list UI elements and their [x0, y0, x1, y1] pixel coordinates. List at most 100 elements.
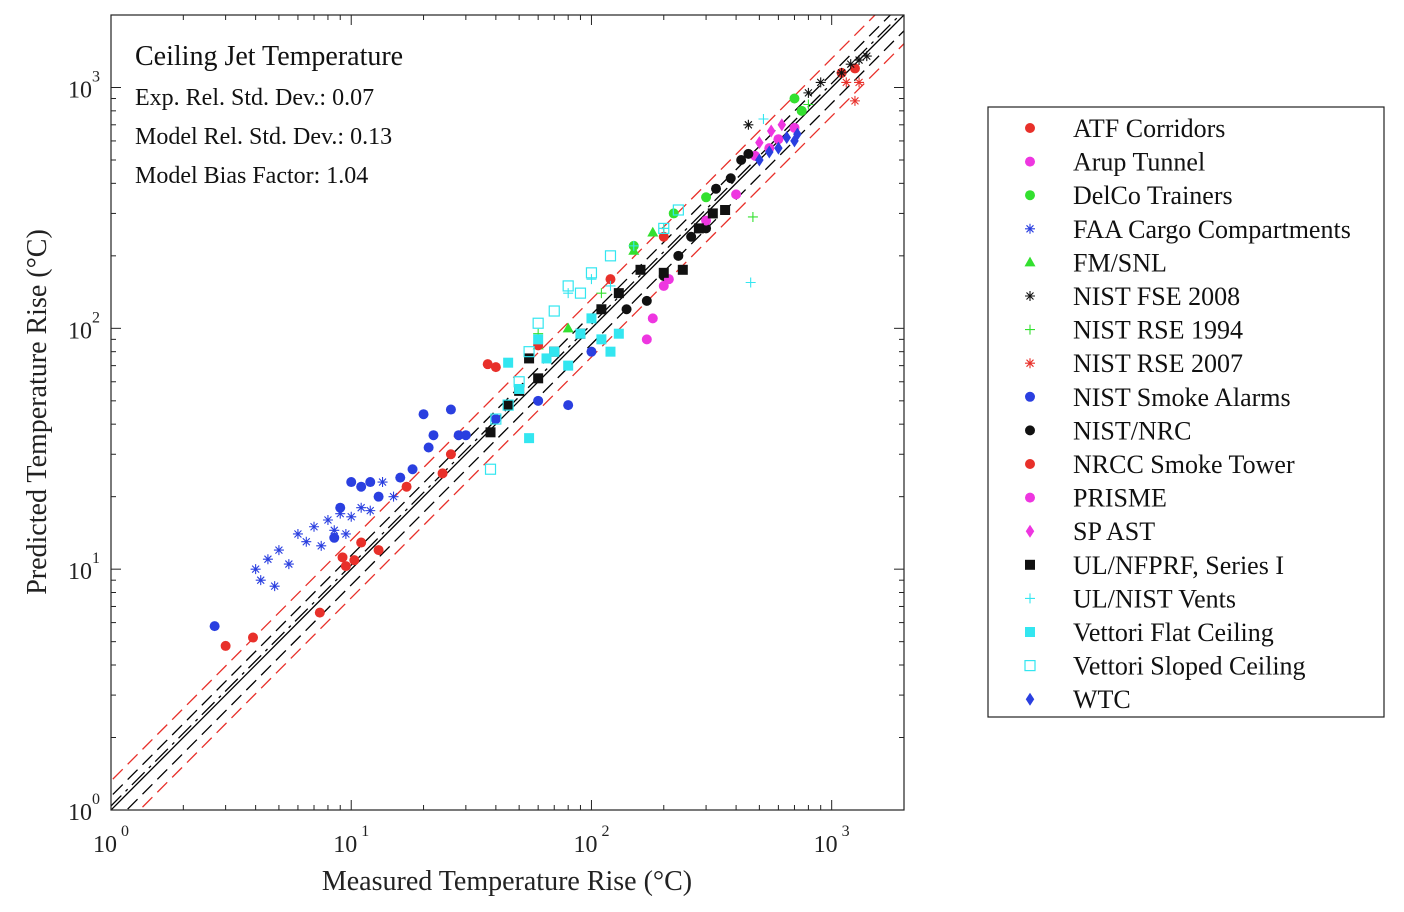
legend-item: UL/NFPRF, Series I — [1025, 551, 1284, 580]
legend-box — [987, 106, 1385, 718]
x-tick-label: 10 — [333, 832, 357, 858]
data-point — [745, 277, 756, 288]
data-point — [220, 640, 231, 651]
data-point — [605, 274, 616, 285]
data-point — [407, 464, 418, 475]
data-point — [773, 134, 784, 145]
data-point — [373, 545, 384, 556]
legend-label: Vettori Sloped Ceiling — [1073, 652, 1306, 681]
legend-label: SP AST — [1073, 517, 1155, 546]
data-point — [563, 360, 574, 371]
data-point — [647, 226, 659, 237]
y-tick-exponent: 3 — [92, 68, 100, 85]
data-point — [743, 119, 754, 130]
x-tick-exponent: 1 — [361, 823, 369, 840]
data-point — [720, 204, 731, 215]
data-point — [485, 427, 496, 438]
data-point — [209, 621, 220, 632]
data-point — [273, 545, 284, 556]
data-point — [743, 148, 754, 159]
legend-item: Vettori Sloped Ceiling — [1024, 652, 1306, 681]
legend-marker — [1025, 123, 1035, 133]
y-tick-exponent: 1 — [92, 550, 100, 567]
legend-label: FM/SNL — [1073, 248, 1167, 277]
data-point — [574, 287, 587, 299]
legend-label: NRCC Smoke Tower — [1073, 450, 1295, 479]
data-point — [596, 288, 607, 299]
data-point — [329, 532, 340, 543]
data-point — [356, 481, 367, 492]
data-point — [605, 280, 616, 291]
data-point — [731, 189, 742, 200]
legend-item: Vettori Flat Ceiling — [1025, 618, 1274, 647]
data-point — [503, 400, 514, 411]
data-point — [621, 304, 632, 315]
annotation-bias: Model Bias Factor: 1.04 — [135, 163, 368, 189]
legend: ATF Corridors Arup Tunnel DelCo Trainers FA… — [987, 106, 1385, 718]
data-point — [377, 477, 388, 488]
series-5 — [743, 51, 872, 130]
series-16 — [484, 204, 684, 475]
y-axis-label: Predicted Temperature Rise (°C) — [22, 229, 53, 595]
data-point — [613, 328, 624, 339]
data-point — [747, 211, 758, 222]
data-point — [365, 477, 376, 488]
data-point — [793, 127, 802, 141]
legend-item: NIST RSE 2007 — [1025, 349, 1243, 378]
data-point — [524, 353, 535, 364]
data-point — [861, 51, 872, 62]
data-point — [815, 77, 826, 88]
data-point — [503, 357, 514, 368]
data-point — [736, 154, 747, 165]
data-point — [647, 313, 658, 324]
data-point — [803, 87, 814, 98]
data-point — [346, 511, 357, 522]
data-point — [423, 442, 434, 453]
data-point — [533, 373, 544, 384]
data-point — [460, 430, 471, 441]
data-point — [335, 502, 346, 513]
data-point — [605, 346, 616, 357]
data-point — [533, 334, 544, 345]
legend-item: DelCo Trainers — [1025, 181, 1233, 210]
data-point — [641, 295, 652, 306]
x-axis-label: Measured Temperature Rise (°C) — [322, 866, 692, 897]
legend-item: NIST FSE 2008 — [1025, 282, 1240, 311]
data-points — [209, 51, 872, 651]
data-point — [301, 536, 312, 547]
annotation-exp-std: Exp. Rel. Std. Dev.: 0.07 — [135, 85, 374, 111]
data-point — [247, 632, 258, 643]
data-point — [658, 223, 669, 234]
data-point — [755, 153, 764, 167]
legend-marker — [1025, 358, 1035, 369]
data-point — [673, 250, 684, 261]
legend-item: SP AST — [1025, 517, 1155, 546]
x-tick-label: 10 — [93, 832, 117, 858]
data-point — [340, 561, 351, 572]
legend-label: Arup Tunnel — [1073, 148, 1205, 177]
series-17 — [755, 127, 802, 167]
data-point — [322, 515, 333, 526]
plot-frame — [110, 14, 905, 811]
legend-marker — [1025, 593, 1035, 604]
data-point — [586, 274, 597, 285]
legend-label: PRISME — [1073, 484, 1167, 513]
legend-marker — [1025, 391, 1035, 402]
data-point — [774, 141, 783, 155]
data-point — [628, 240, 639, 251]
data-point — [482, 359, 493, 370]
legend-marker — [1025, 559, 1035, 570]
data-point — [395, 472, 406, 483]
data-point — [658, 267, 669, 278]
data-point — [758, 113, 769, 124]
data-point — [437, 468, 448, 479]
data-point — [841, 77, 852, 88]
data-point — [428, 430, 439, 441]
legend-item: FM/SNL — [1024, 248, 1167, 277]
data-point — [854, 77, 865, 88]
y-tick-label: 10 — [68, 77, 92, 103]
data-point — [445, 449, 456, 460]
data-point — [346, 477, 357, 488]
data-point — [388, 491, 399, 502]
